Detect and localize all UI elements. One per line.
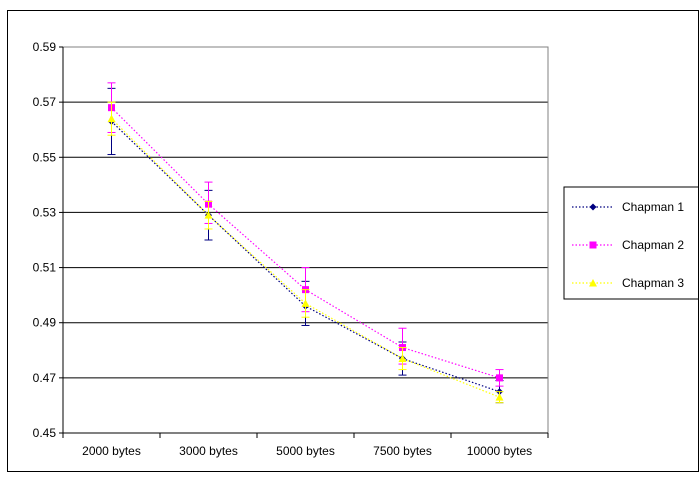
data-point	[495, 393, 504, 401]
x-tick-label: 3000 bytes	[179, 444, 238, 458]
series-1	[107, 87, 504, 404]
axes: 0.45 0.47 0.49 0.51 0.53 0.55 0.57 0.59 2000 byt…	[33, 40, 549, 458]
data-point	[204, 211, 213, 219]
chart-frame: 0.45 0.47 0.49 0.51 0.53 0.55 0.57 0.59 2000 byt…	[7, 10, 699, 472]
plot-area-border	[62, 46, 549, 434]
legend-marker	[589, 203, 597, 211]
y-tick-label: 0.55	[33, 150, 57, 164]
x-tick-label: 7500 bytes	[373, 444, 432, 458]
legend: Chapman 1 Chapman 2 Chapman 3	[563, 186, 698, 300]
x-tick-label: 2000 bytes	[82, 444, 141, 458]
x-tick-label: 10000 bytes	[467, 444, 532, 458]
legend-marker	[589, 241, 597, 249]
y-tick-label: 0.57	[33, 95, 57, 109]
legend-label: Chapman 1	[622, 200, 684, 214]
chart-canvas: 0.45 0.47 0.49 0.51 0.53 0.55 0.57 0.59 2000 byt…	[33, 40, 698, 458]
data-point	[301, 299, 310, 307]
x-tick-label: 5000 bytes	[276, 444, 335, 458]
series-2	[107, 82, 504, 387]
series-line	[111, 118, 500, 398]
legend-item: Chapman 1	[572, 200, 684, 214]
y-tick-label: 0.59	[33, 40, 57, 54]
series-line	[111, 107, 500, 379]
legend-marker	[589, 279, 597, 287]
y-tick-label: 0.53	[33, 205, 57, 219]
data-point	[398, 354, 407, 363]
series-3	[107, 101, 504, 404]
y-tick-label: 0.47	[33, 371, 57, 385]
legend-item: Chapman 2	[572, 238, 684, 252]
gridlines	[63, 101, 548, 379]
legend-label: Chapman 3	[622, 276, 684, 290]
series-layer	[107, 82, 504, 404]
legend-box	[563, 186, 698, 300]
data-point	[496, 374, 503, 382]
legend-item: Chapman 3	[572, 276, 684, 290]
legend-label: Chapman 2	[622, 238, 684, 252]
y-tick-label: 0.49	[33, 316, 57, 330]
series-line	[111, 121, 500, 393]
y-tick-label: 0.45	[33, 426, 57, 440]
data-point	[107, 114, 116, 123]
y-tick-label: 0.51	[33, 261, 57, 275]
